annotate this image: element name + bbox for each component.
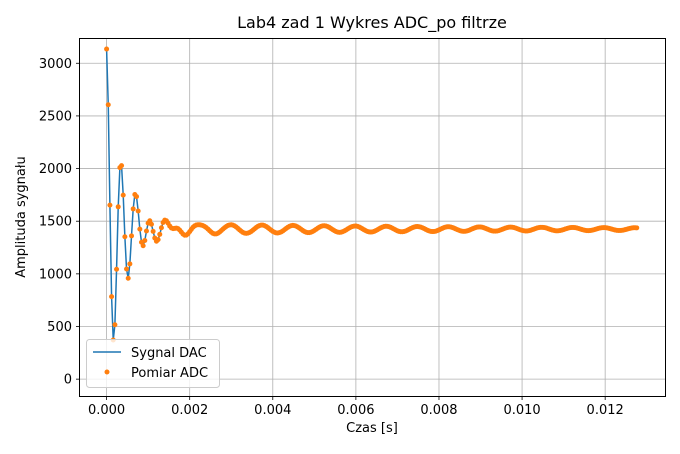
plot-frame	[79, 38, 666, 397]
y-tick-label: 2500	[39, 109, 72, 124]
legend-adc-swatch	[104, 369, 110, 375]
y-tick-label: 500	[47, 320, 72, 335]
y-tick-label: 1500	[39, 215, 72, 230]
adc-point	[109, 294, 115, 300]
y-axis-label: Amplituda sygnału	[14, 156, 29, 278]
grid-lines	[80, 38, 665, 396]
x-tick-label: 0.004	[254, 403, 291, 418]
adc-point	[104, 46, 110, 52]
adc-point	[130, 206, 136, 212]
adc-point	[114, 266, 120, 272]
y-tick-label: 1000	[39, 267, 72, 282]
adc-point	[634, 225, 640, 231]
adc-point	[155, 237, 161, 243]
adc-point	[129, 233, 135, 239]
adc-series	[104, 46, 640, 343]
adc-point	[107, 202, 113, 208]
x-tick-label: 0.006	[337, 403, 374, 418]
y-tick-label: 3000	[39, 57, 72, 72]
legend: Sygnal DAC Pomiar ADC	[86, 339, 220, 388]
x-tick-label: 0.008	[420, 403, 457, 418]
dac-series	[105, 49, 637, 341]
adc-point	[115, 204, 121, 210]
chart-title: Lab4 zad 1 Wykres ADC_po filtrze	[237, 13, 507, 33]
legend-dac-label: Sygnal DAC	[131, 346, 207, 361]
x-tick-label: 0.000	[88, 403, 125, 418]
dac-line	[105, 49, 637, 341]
adc-point	[140, 243, 146, 249]
adc-point	[134, 194, 140, 200]
adc-point	[158, 225, 164, 231]
adc-point	[105, 102, 111, 108]
adc-point	[137, 226, 143, 232]
y-tick-label: 2000	[39, 162, 72, 177]
adc-point	[125, 275, 131, 281]
adc-point	[119, 163, 125, 169]
adc-point	[127, 261, 133, 267]
x-tick-label: 0.010	[503, 403, 540, 418]
adc-point	[143, 228, 149, 234]
x-tick-label: 0.002	[171, 403, 208, 418]
adc-point	[142, 237, 148, 243]
adc-point	[120, 192, 126, 198]
y-tick-label: 0	[64, 373, 72, 388]
x-tick-label: 0.012	[587, 403, 624, 418]
adc-point	[112, 322, 118, 328]
adc-point	[148, 221, 154, 227]
x-axis-ticks: 0.000 0.002 0.004 0.006 0.008 0.010 0.012	[88, 396, 624, 418]
adc-point	[135, 208, 141, 214]
y-axis-ticks: 0 500 1000 1500 2000 2500 3000	[39, 57, 80, 388]
adc-point	[124, 266, 130, 272]
adc-point	[157, 231, 163, 237]
adc-point	[122, 234, 128, 240]
legend-adc-label: Pomiar ADC	[131, 366, 208, 381]
adc-point	[150, 228, 156, 234]
x-axis-label: Czas [s]	[346, 421, 398, 436]
